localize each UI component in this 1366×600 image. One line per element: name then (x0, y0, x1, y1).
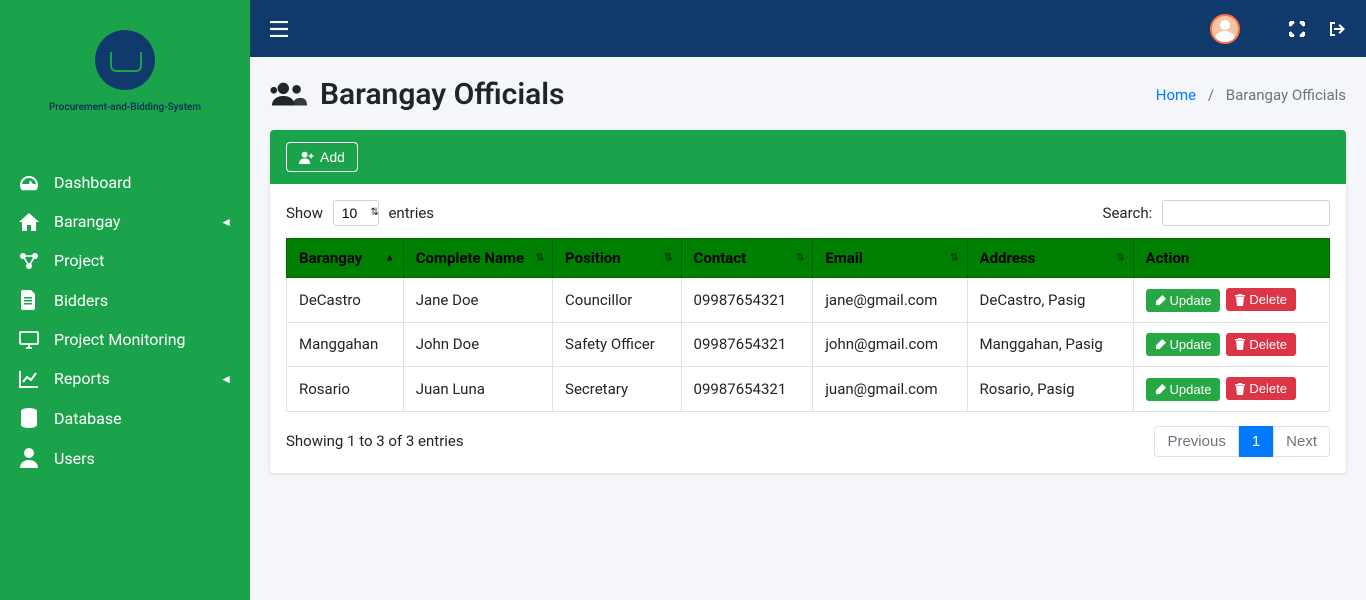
cell-address: DeCastro, Pasig (967, 278, 1133, 323)
content: Barangay Officials Home / Barangay Offic… (250, 57, 1366, 600)
cell-barangay: Manggahan (287, 322, 404, 367)
logo-icon (95, 30, 155, 90)
sidebar: Procurement-and-Bidding-System Dashboard… (0, 0, 250, 600)
table-controls: Show 10 entries Search: (286, 200, 1330, 226)
tachometer-icon (18, 174, 40, 192)
cell-name: Juan Luna (403, 367, 552, 412)
cell-email: john@gmail.com (813, 322, 967, 367)
sidebar-item-label: Project (54, 251, 104, 270)
sidebar-item-label: Bidders (54, 291, 108, 310)
search-control: Search: (1103, 200, 1330, 226)
database-icon (18, 408, 40, 428)
update-button[interactable]: Update (1146, 378, 1221, 401)
card-header: Add (270, 130, 1346, 184)
sidebar-item-barangay[interactable]: Barangay ◄ (0, 202, 250, 241)
table-row: ManggahanJohn DoeSafety Officer099876543… (287, 322, 1330, 367)
prev-button[interactable]: Previous (1154, 426, 1238, 457)
user-icon (18, 448, 40, 468)
hamburger-icon[interactable] (270, 21, 288, 37)
fullscreen-icon[interactable] (1288, 20, 1306, 38)
cell-contact: 09987654321 (681, 367, 813, 412)
cell-name: John Doe (403, 322, 552, 367)
sidebar-item-label: Dashboard (54, 173, 131, 192)
share-nodes-icon (18, 252, 40, 270)
cell-action: UpdateDelete (1133, 278, 1330, 323)
update-button[interactable]: Update (1146, 333, 1221, 356)
logo-area: Procurement-and-Bidding-System (0, 0, 250, 163)
sidebar-item-dashboard[interactable]: Dashboard (0, 163, 250, 202)
add-button[interactable]: Add (286, 142, 358, 172)
officials-table: Barangay▲Complete Name⇅Position⇅Contact⇅… (286, 238, 1330, 412)
entries-select[interactable]: 10 (333, 200, 379, 226)
cell-address: Manggahan, Pasig (967, 322, 1133, 367)
sidebar-item-database[interactable]: Database (0, 398, 250, 438)
page-title: Barangay Officials (270, 77, 564, 112)
table-row: DeCastroJane DoeCouncillor09987654321jan… (287, 278, 1330, 323)
entries-control: Show 10 entries (286, 200, 434, 226)
sidebar-item-label: Users (54, 449, 95, 468)
column-header[interactable]: Contact⇅ (681, 239, 813, 278)
column-header[interactable]: Email⇅ (813, 239, 967, 278)
column-header[interactable]: Barangay▲ (287, 239, 404, 278)
sidebar-item-project-monitoring[interactable]: Project Monitoring (0, 320, 250, 359)
column-header[interactable]: Complete Name⇅ (403, 239, 552, 278)
sidebar-item-bidders[interactable]: Bidders (0, 280, 250, 320)
cell-email: juan@gmail.com (813, 367, 967, 412)
breadcrumb-home[interactable]: Home (1156, 86, 1196, 104)
sidebar-item-reports[interactable]: Reports ◄ (0, 359, 250, 398)
table-footer: Showing 1 to 3 of 3 entries Previous 1 N… (286, 426, 1330, 457)
table-info: Showing 1 to 3 of 3 entries (286, 432, 464, 450)
search-input[interactable] (1162, 200, 1330, 226)
sidebar-item-label: Barangay (54, 212, 120, 231)
pagination: Previous 1 Next (1154, 426, 1330, 457)
cell-barangay: Rosario (287, 367, 404, 412)
avatar[interactable] (1210, 14, 1240, 44)
card-body: Show 10 entries Search: Barangay▲Complet… (270, 184, 1346, 473)
logo-text: Procurement-and-Bidding-System (0, 102, 250, 113)
sidebar-item-project[interactable]: Project (0, 241, 250, 280)
column-header[interactable]: Action (1133, 239, 1330, 278)
topbar (250, 0, 1366, 57)
delete-button[interactable]: Delete (1226, 377, 1296, 400)
delete-button[interactable]: Delete (1226, 333, 1296, 356)
cell-barangay: DeCastro (287, 278, 404, 323)
delete-button[interactable]: Delete (1226, 288, 1296, 311)
cell-address: Rosario, Pasig (967, 367, 1133, 412)
next-button[interactable]: Next (1273, 426, 1330, 457)
user-plus-icon (299, 151, 314, 164)
cell-contact: 09987654321 (681, 278, 813, 323)
chevron-left-icon: ◄ (220, 215, 232, 229)
file-icon (18, 290, 40, 310)
column-header[interactable]: Position⇅ (553, 239, 682, 278)
sidebar-item-label: Database (54, 409, 122, 428)
chart-icon (18, 370, 40, 388)
sidebar-item-label: Reports (54, 369, 110, 388)
cell-email: jane@gmail.com (813, 278, 967, 323)
monitor-icon (18, 331, 40, 349)
sidebar-item-label: Project Monitoring (54, 330, 186, 349)
table-row: RosarioJuan LunaSecretary09987654321juan… (287, 367, 1330, 412)
page-1-button[interactable]: 1 (1239, 426, 1273, 457)
update-button[interactable]: Update (1146, 289, 1221, 312)
cell-action: UpdateDelete (1133, 322, 1330, 367)
cell-contact: 09987654321 (681, 322, 813, 367)
card: Add Show 10 entries Search: (270, 130, 1346, 473)
home-icon (18, 213, 40, 231)
sidebar-item-users[interactable]: Users (0, 438, 250, 478)
logout-icon[interactable] (1328, 20, 1346, 38)
breadcrumb: Home / Barangay Officials (1156, 86, 1346, 104)
cell-action: UpdateDelete (1133, 367, 1330, 412)
cell-name: Jane Doe (403, 278, 552, 323)
cell-position: Safety Officer (553, 322, 682, 367)
users-icon (270, 80, 308, 110)
chevron-left-icon: ◄ (220, 372, 232, 386)
column-header[interactable]: Address⇅ (967, 239, 1133, 278)
page-header: Barangay Officials Home / Barangay Offic… (270, 77, 1346, 112)
cell-position: Councillor (553, 278, 682, 323)
breadcrumb-current: Barangay Officials (1226, 86, 1346, 104)
cell-position: Secretary (553, 367, 682, 412)
